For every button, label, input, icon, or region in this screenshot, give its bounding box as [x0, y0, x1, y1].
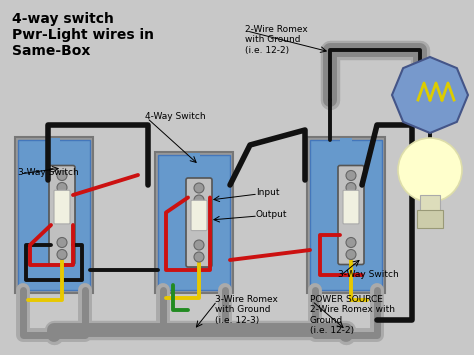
FancyBboxPatch shape	[191, 200, 207, 231]
Circle shape	[57, 170, 67, 180]
Text: 3-Wire Romex
with Ground
(i.e. 12-3): 3-Wire Romex with Ground (i.e. 12-3)	[215, 295, 278, 325]
Circle shape	[194, 183, 204, 193]
FancyBboxPatch shape	[310, 140, 382, 290]
FancyBboxPatch shape	[18, 140, 90, 290]
FancyBboxPatch shape	[338, 165, 364, 264]
Circle shape	[398, 138, 462, 202]
FancyBboxPatch shape	[48, 138, 60, 144]
Polygon shape	[392, 57, 468, 133]
Circle shape	[346, 250, 356, 260]
Circle shape	[57, 250, 67, 260]
Text: POWER SOURCE
2-Wire Romex with
Ground
(i.e. 12-2): POWER SOURCE 2-Wire Romex with Ground (i…	[310, 295, 395, 335]
Text: Input: Input	[256, 188, 280, 197]
Circle shape	[57, 237, 67, 247]
FancyBboxPatch shape	[155, 152, 233, 293]
Text: Output: Output	[256, 210, 288, 219]
Circle shape	[346, 170, 356, 180]
FancyBboxPatch shape	[54, 190, 70, 224]
FancyBboxPatch shape	[186, 178, 212, 267]
Circle shape	[194, 240, 204, 250]
Circle shape	[346, 182, 356, 192]
FancyBboxPatch shape	[420, 195, 440, 213]
FancyBboxPatch shape	[158, 155, 230, 290]
FancyBboxPatch shape	[49, 165, 75, 264]
Text: 2-Wire Romex
with Ground
(i.e. 12-2): 2-Wire Romex with Ground (i.e. 12-2)	[245, 25, 308, 55]
Circle shape	[194, 195, 204, 205]
FancyBboxPatch shape	[188, 153, 200, 159]
Text: 4-way switch
Pwr-Light wires in
Same-Box: 4-way switch Pwr-Light wires in Same-Box	[12, 12, 154, 59]
FancyBboxPatch shape	[343, 190, 359, 224]
Circle shape	[346, 237, 356, 247]
FancyBboxPatch shape	[307, 137, 385, 293]
FancyBboxPatch shape	[340, 138, 352, 144]
Circle shape	[57, 182, 67, 192]
Text: 3-Way Switch: 3-Way Switch	[18, 168, 79, 177]
Text: 4-Way Switch: 4-Way Switch	[145, 112, 206, 121]
FancyBboxPatch shape	[15, 137, 93, 293]
Circle shape	[194, 252, 204, 262]
Text: 3-Way Switch: 3-Way Switch	[338, 270, 399, 279]
FancyBboxPatch shape	[417, 210, 443, 228]
